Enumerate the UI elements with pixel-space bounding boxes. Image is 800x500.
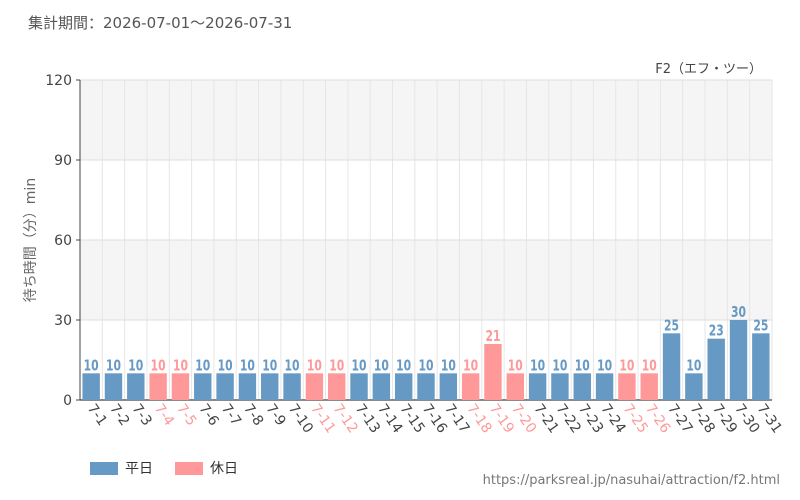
bar-7-23	[573, 373, 591, 400]
x-tick-label: 7-4	[151, 401, 177, 429]
plot-band	[80, 80, 772, 160]
plot-band	[80, 240, 772, 320]
data-label: 25	[753, 318, 768, 335]
x-tick-label: 7-5	[173, 401, 199, 429]
data-label: 10	[173, 358, 188, 375]
bar-7-26	[640, 373, 658, 400]
y-axis-ticks: 0 30 60 90 120	[45, 73, 80, 409]
bar-7-11	[305, 373, 324, 400]
bar-7-1	[82, 373, 100, 400]
x-tick-label: 7-1	[84, 401, 110, 429]
y-tick-label: 30	[54, 313, 72, 329]
data-label: 10	[552, 358, 567, 375]
bar-7-9	[261, 373, 279, 400]
bar-7-10	[283, 373, 301, 400]
data-label: 10	[441, 358, 456, 375]
data-label: 10	[218, 358, 233, 375]
bar-7-3	[127, 373, 145, 400]
bar-7-14	[372, 373, 391, 400]
bar-7-4	[149, 373, 167, 400]
bar-7-20	[506, 373, 524, 400]
plot-bands	[80, 80, 772, 320]
x-tick-label: 7-9	[262, 401, 288, 429]
source-url: https://parksreal.jp/nasuhai/attraction/…	[482, 473, 780, 488]
data-label: 10	[597, 358, 612, 375]
bar-7-8	[238, 373, 257, 400]
y-tick-label: 0	[63, 393, 72, 409]
x-axis-ticks: 7-17-27-37-47-57-67-77-87-97-107-117-127…	[84, 401, 785, 436]
legend-item-weekday: 平日	[90, 458, 153, 478]
data-label: 25	[664, 318, 679, 335]
legend-label-weekday: 平日	[125, 461, 153, 477]
data-label: 10	[128, 358, 143, 375]
grid-lines	[79, 79, 773, 401]
x-tick-label: 7-31	[754, 401, 785, 436]
data-label: 10	[418, 358, 433, 375]
x-tick-label: 7-6	[195, 401, 221, 429]
bar-7-28	[685, 373, 703, 400]
bar-7-24	[595, 373, 614, 400]
data-label: 10	[619, 358, 634, 375]
x-tick-label: 7-8	[240, 401, 266, 429]
legend: 平日 休日	[90, 458, 260, 478]
data-label: 10	[329, 358, 344, 375]
data-label: 10	[396, 358, 411, 375]
data-label: 10	[352, 358, 367, 375]
data-label: 10	[84, 358, 99, 375]
bar-7-22	[551, 373, 569, 400]
x-tick-label: 7-2	[106, 401, 132, 429]
legend-swatch-weekday	[90, 461, 118, 475]
x-tick-label: 7-7	[218, 401, 244, 429]
y-tick-label: 120	[45, 73, 72, 89]
bar-7-30	[729, 320, 748, 400]
legend-label-holiday: 休日	[210, 461, 238, 477]
bar-7-17	[439, 373, 458, 400]
data-label: 10	[307, 358, 322, 375]
data-label: 23	[709, 323, 724, 340]
bar-7-16	[417, 373, 435, 400]
data-label: 10	[262, 358, 277, 375]
data-label: 10	[240, 358, 255, 375]
bar-7-6	[194, 373, 212, 400]
chart-title: F2（エフ・ツー）	[655, 62, 762, 77]
data-label: 10	[642, 358, 657, 375]
x-tick-label: 7-3	[129, 401, 155, 429]
bar-7-7	[216, 373, 234, 400]
bar-7-18	[461, 373, 480, 400]
bar-7-29	[707, 338, 725, 400]
bar-7-5	[171, 373, 190, 400]
bar-7-12	[328, 373, 346, 400]
data-label: 10	[463, 358, 478, 375]
y-tick-label: 90	[54, 153, 72, 169]
data-label: 10	[195, 358, 210, 375]
data-label: 30	[731, 304, 746, 321]
data-label: 10	[106, 358, 121, 375]
period-label: 集計期間：2026-07-01～2026-07-31	[28, 14, 293, 32]
data-label: 10	[374, 358, 389, 375]
data-label: 10	[575, 358, 590, 375]
bar-7-27	[662, 333, 681, 400]
data-label: 10	[686, 358, 701, 375]
y-axis-label: 待ち時間（分）min	[23, 178, 39, 302]
data-label: 10	[285, 358, 300, 375]
data-label: 21	[485, 328, 500, 345]
data-label: 10	[508, 358, 523, 375]
bar-7-13	[350, 373, 368, 400]
bar-7-19	[484, 344, 502, 400]
bar-7-21	[528, 373, 547, 400]
legend-item-holiday: 休日	[175, 458, 238, 478]
legend-swatch-holiday	[175, 461, 203, 475]
bar-7-2	[104, 373, 123, 400]
bar-7-31	[752, 333, 770, 400]
bars: 10 10 10 10 10 10 10 10 10 10 10 10 10 10 10 10 10 10 21 10…	[82, 304, 770, 400]
data-label: 10	[151, 358, 166, 375]
data-label: 10	[530, 358, 545, 375]
bar-7-25	[618, 373, 636, 400]
y-tick-label: 60	[54, 233, 72, 249]
bar-7-15	[394, 373, 413, 400]
